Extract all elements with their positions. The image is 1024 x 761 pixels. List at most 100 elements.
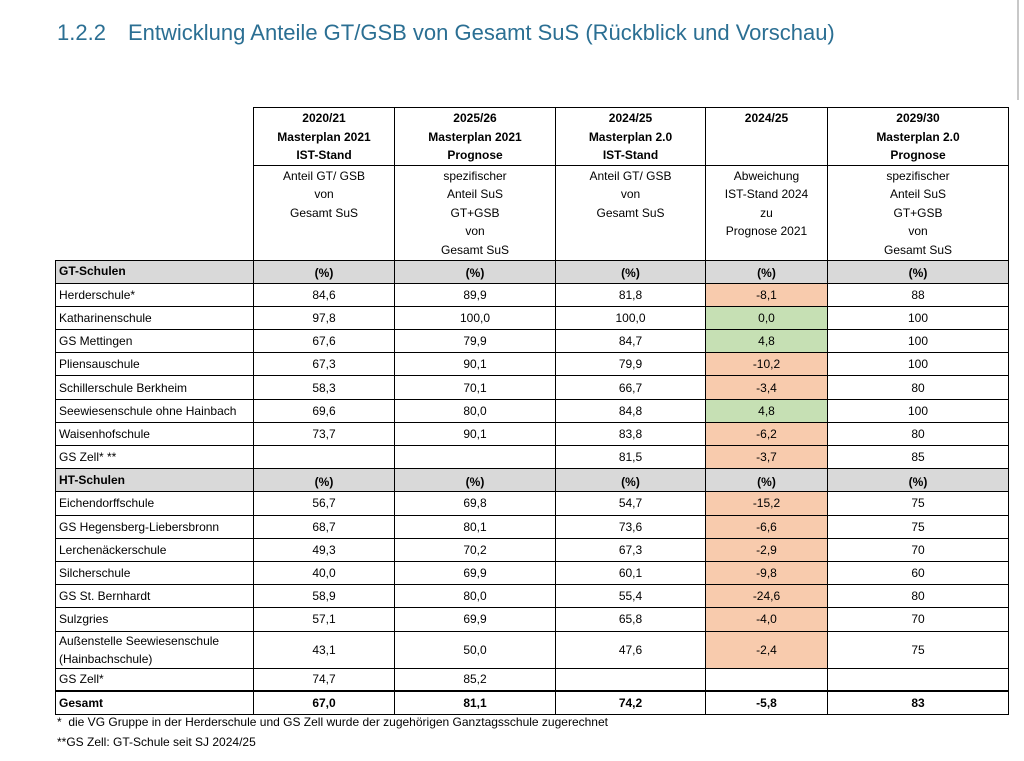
section-title: Entwicklung Anteile GT/GSB von Gesamt Su… bbox=[128, 20, 835, 45]
header-year: 2024/25 bbox=[744, 111, 789, 125]
table-row: Lerchenäckerschule 49,3 70,2 67,3 -2,9 7… bbox=[55, 537, 1009, 562]
value-2025-26: 69,8 bbox=[394, 491, 556, 516]
footnote: **GS Zell: GT-Schule seit SJ 2024/25 bbox=[57, 735, 256, 749]
header-description-line: spezifischer bbox=[886, 168, 950, 183]
scrollbar-thumb[interactable] bbox=[1017, 0, 1019, 100]
value-2020-21: 74,7 bbox=[253, 667, 395, 692]
header-plan: Masterplan 2.0 bbox=[876, 129, 960, 144]
unit-label: (%) bbox=[253, 468, 395, 493]
table-row: GS St. Bernhardt 58,9 80,0 55,4 -24,6 80 bbox=[55, 584, 1009, 609]
table-row: Silcherschule 40,0 69,9 60,1 -9,8 60 bbox=[55, 560, 1009, 586]
header-description-line: von bbox=[465, 224, 485, 238]
header-year: 2029/30 bbox=[896, 111, 940, 125]
table-row: Eichendorffschule 56,7 69,8 54,7 -15,2 7… bbox=[55, 491, 1009, 516]
deviation-value: 4,8 bbox=[705, 329, 828, 354]
school-name: Schillerschule Berkheim bbox=[55, 375, 254, 400]
value-2024-25: 66,7 bbox=[555, 375, 706, 400]
value-2029-30: 100 bbox=[827, 329, 1009, 354]
header-description-line: Anteil GT/ GSB bbox=[589, 168, 672, 183]
value-2024-25: 100,0 bbox=[555, 305, 706, 331]
value-2025-26: 50,0 bbox=[394, 630, 556, 669]
table-row: GS Hegensberg-Liebersbronn 68,7 80,1 73,… bbox=[55, 514, 1009, 539]
header-2020-21-ist-stand: 2020/21 Masterplan 2021 IST-Stand bbox=[253, 107, 395, 166]
deviation-value bbox=[705, 667, 828, 692]
header-plan: Masterplan 2021 bbox=[428, 129, 522, 144]
table-row: GS Zell* 74,7 85,2 bbox=[55, 667, 1009, 692]
header-description-line: Anteil GT/ GSB bbox=[282, 168, 366, 183]
value-2020-21: 56,7 bbox=[253, 491, 395, 516]
header-status: Prognose bbox=[447, 148, 503, 162]
value-2029-30: 80 bbox=[827, 421, 1009, 447]
deviation-value: -6,6 bbox=[705, 514, 828, 539]
table-row: GS Mettingen 67,6 79,9 84,7 4,8 100 bbox=[55, 329, 1009, 354]
vertical-scrollbar[interactable] bbox=[1016, 0, 1020, 100]
school-name: Eichendorffschule bbox=[55, 491, 254, 516]
header-2024-25-ist-stand: 2024/25 Masterplan 2.0 IST-Stand bbox=[555, 107, 706, 166]
value-2029-30: 100 bbox=[827, 352, 1009, 377]
value-2029-30: 75 bbox=[827, 630, 1009, 669]
table-row: GS Zell* ** 81,5 -3,7 85 bbox=[55, 444, 1009, 470]
unit-label: (%) bbox=[555, 468, 706, 493]
header-description: spezifischer Anteil SuS GT+GSB von Gesam… bbox=[827, 164, 1009, 261]
table-row: Sulzgries 57,1 69,9 65,8 -4,0 70 bbox=[55, 607, 1009, 632]
value-2025-26: 80,0 bbox=[394, 398, 556, 423]
school-name: Pliensauschule bbox=[55, 352, 254, 377]
value-2024-25: 55,4 bbox=[555, 584, 706, 609]
header-corner bbox=[56, 108, 254, 261]
value-2024-25: 47,6 bbox=[555, 630, 706, 669]
value-2024-25: 54,7 bbox=[555, 491, 706, 516]
total-value-2020-21: 67,0 bbox=[253, 690, 395, 715]
value-2020-21: 84,6 bbox=[253, 282, 395, 307]
value-2025-26: 80,1 bbox=[394, 514, 556, 539]
value-2025-26: 90,1 bbox=[394, 421, 556, 447]
total-value-2025-26: 81,1 bbox=[394, 690, 556, 715]
school-name: Sulzgries bbox=[55, 607, 254, 632]
deviation-value: 0,0 bbox=[705, 305, 828, 331]
deviation-value: -2,9 bbox=[705, 537, 828, 562]
header-description: Anteil GT/ GSB von Gesamt SuS bbox=[555, 164, 706, 261]
total-value-2029-30: 83 bbox=[827, 690, 1009, 715]
section-label: GT-Schulen bbox=[55, 259, 254, 284]
value-2020-21: 97,8 bbox=[253, 305, 395, 331]
header-year: 2025/26 bbox=[453, 111, 497, 125]
value-2024-25: 79,9 bbox=[555, 352, 706, 377]
value-2029-30: 85 bbox=[827, 444, 1009, 470]
total-deviation-value: -5,8 bbox=[705, 690, 828, 715]
header-plan: Masterplan 2.0 bbox=[588, 129, 673, 144]
value-2024-25: 60,1 bbox=[555, 560, 706, 586]
header-row: 2020/21 Masterplan 2021 IST-Stand 2025/2… bbox=[56, 107, 1009, 166]
value-2024-25: 81,5 bbox=[555, 444, 706, 470]
value-2029-30: 80 bbox=[827, 375, 1009, 400]
value-2020-21: 58,9 bbox=[253, 584, 395, 609]
header-description-line: Anteil SuS bbox=[889, 187, 947, 201]
unit-label: (%) bbox=[705, 468, 828, 493]
value-2025-26: 90,1 bbox=[394, 352, 556, 377]
deviation-value: -3,7 bbox=[705, 444, 828, 470]
value-2029-30: 80 bbox=[827, 584, 1009, 609]
value-2024-25 bbox=[555, 667, 706, 692]
value-2024-25: 81,8 bbox=[555, 282, 706, 307]
value-2025-26: 69,9 bbox=[394, 560, 556, 586]
unit-label: (%) bbox=[253, 259, 395, 284]
header-description-line: Gesamt SuS bbox=[440, 242, 510, 257]
header-year: 2024/25 bbox=[608, 111, 653, 125]
school-name: Waisenhofschule bbox=[55, 421, 254, 447]
header-description-line: von bbox=[620, 187, 641, 201]
header-description-line: von bbox=[908, 224, 928, 238]
value-2025-26: 100,0 bbox=[394, 305, 556, 331]
total-label: Gesamt bbox=[55, 690, 254, 715]
value-2029-30: 70 bbox=[827, 607, 1009, 632]
value-2025-26: 79,9 bbox=[394, 329, 556, 354]
value-2020-21: 69,6 bbox=[253, 398, 395, 423]
section-row-gt-schulen: GT-Schulen (%) (%) (%) (%) (%) bbox=[55, 259, 1009, 284]
header-plan: Masterplan 2021 bbox=[277, 129, 371, 144]
value-2029-30: 75 bbox=[827, 491, 1009, 516]
school-name: Silcherschule bbox=[55, 560, 254, 586]
unit-label: (%) bbox=[705, 259, 828, 284]
value-2020-21: 49,3 bbox=[253, 537, 395, 562]
header-description-line: Gesamt SuS bbox=[289, 205, 359, 220]
section-number: 1.2.2 bbox=[57, 20, 106, 45]
table-row: Katharinenschule 97,8 100,0 100,0 0,0 10… bbox=[55, 305, 1009, 331]
value-2025-26: 89,9 bbox=[394, 282, 556, 307]
school-name: Lerchenäckerschule bbox=[55, 537, 254, 562]
